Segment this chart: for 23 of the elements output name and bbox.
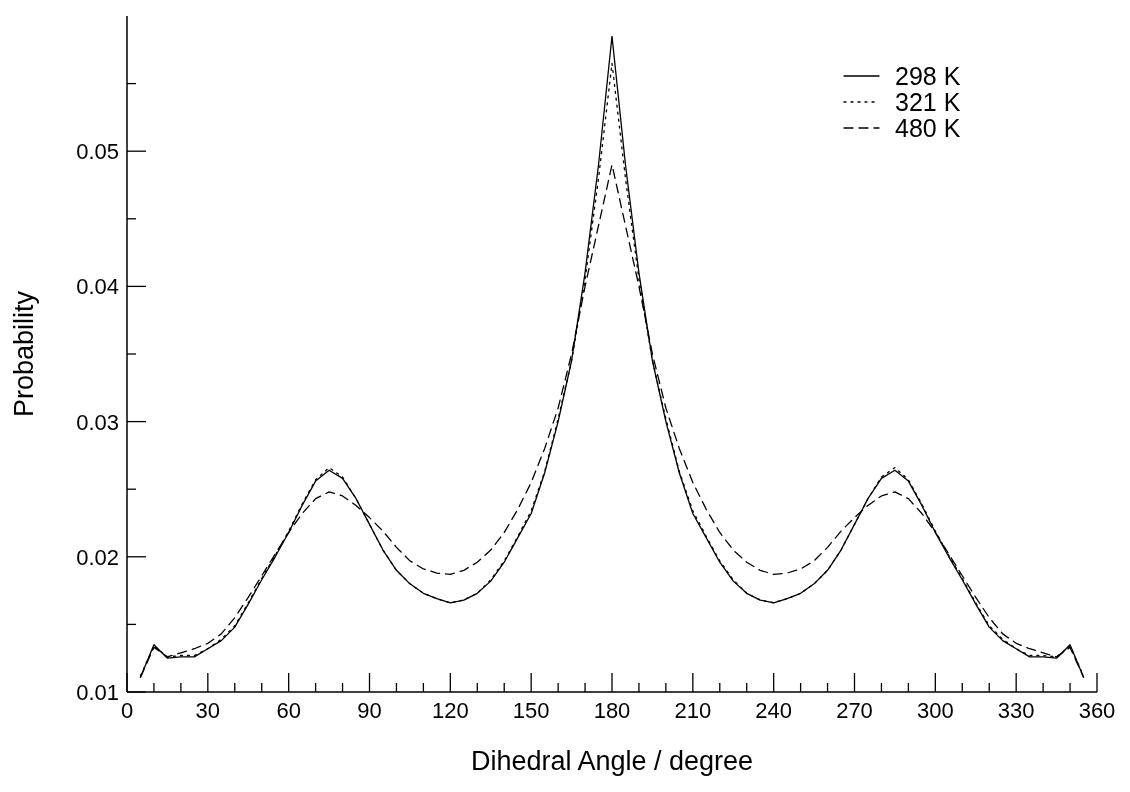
x-tick-label: 90 [357, 698, 382, 723]
x-tick-label: 210 [674, 698, 712, 723]
y-tick-label: 0.02 [76, 544, 119, 570]
y-tick-label: 0.01 [76, 680, 119, 705]
x-tick-label: 270 [836, 698, 873, 723]
legend-label: 480 K [895, 114, 961, 142]
x-tick-label: 240 [755, 698, 793, 723]
legend-label: 298 K [895, 62, 961, 90]
x-tick-label: 360 [1078, 698, 1116, 723]
x-tick-label: 30 [195, 698, 221, 723]
legend-label: 321 K [895, 88, 961, 116]
x-tick-label: 150 [512, 698, 550, 723]
y-tick-label: 0.03 [76, 409, 119, 435]
x-tick-label: 0 [120, 698, 134, 723]
x-tick-label: 300 [916, 698, 954, 723]
x-axis-title: Dihedral Angle / degree [470, 746, 754, 776]
y-tick-label: 0.05 [76, 139, 119, 165]
x-tick-label: 330 [997, 698, 1035, 723]
y-axis-title: Probability [9, 290, 39, 418]
x-tick-label: 180 [593, 698, 631, 723]
x-tick-label: 120 [431, 698, 469, 723]
y-tick-label: 0.04 [76, 274, 119, 300]
x-tick-label: 60 [276, 698, 301, 723]
